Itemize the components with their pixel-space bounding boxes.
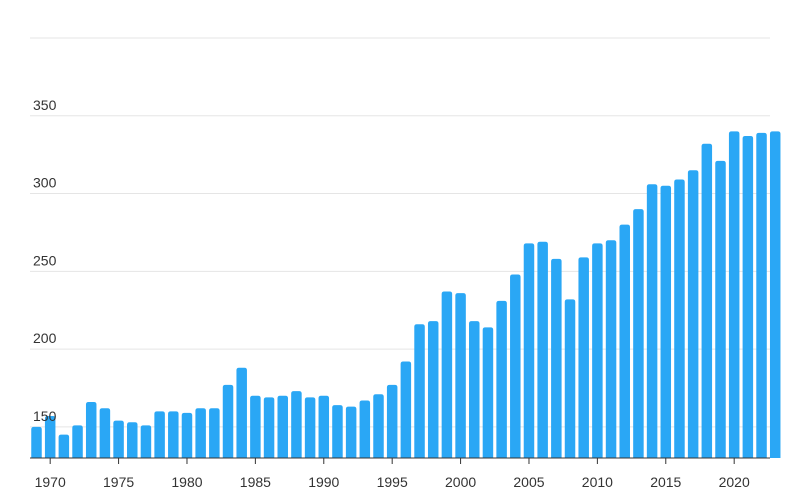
bar-2001 xyxy=(469,321,480,458)
bar-2004 xyxy=(510,274,521,458)
bar-2005 xyxy=(523,243,535,458)
bar-2012 xyxy=(619,224,630,458)
bar-1993 xyxy=(359,400,371,458)
bar-2013 xyxy=(633,209,644,458)
bar-1969 xyxy=(31,426,42,458)
bar-2003 xyxy=(496,300,507,458)
bar-1988 xyxy=(291,391,302,458)
gridlines xyxy=(30,37,770,428)
bar-2010 xyxy=(592,243,603,458)
x-tick-label-2000: 2000 xyxy=(445,474,476,490)
bar-1981 xyxy=(195,408,206,458)
y-tick-label-300: 300 xyxy=(33,175,57,191)
y-tick-label-150: 150 xyxy=(33,408,57,424)
bar-1982 xyxy=(209,408,220,458)
bar-2008 xyxy=(564,299,576,458)
bars xyxy=(31,131,781,459)
bar-1989 xyxy=(304,397,316,458)
bar-1972 xyxy=(72,425,83,458)
bar-1970 xyxy=(44,416,56,458)
bar-2018 xyxy=(701,143,713,458)
y-tick-label-350: 350 xyxy=(33,97,57,113)
x-tick-label-1985: 1985 xyxy=(240,474,271,490)
bar-1995 xyxy=(386,384,398,458)
bar-2014 xyxy=(646,184,658,458)
x-tick-label-1995: 1995 xyxy=(377,474,408,490)
bar-1998 xyxy=(427,321,439,458)
bar-1997 xyxy=(414,324,425,458)
x-axis-ticks: 1970 1975 1980 1985 1990 1995 2000 2005 2010 2015… xyxy=(35,458,750,490)
y-tick-label-200: 200 xyxy=(33,330,57,346)
x-tick-label-2005: 2005 xyxy=(513,474,544,490)
bar-2021 xyxy=(742,136,754,458)
bar-2009 xyxy=(578,257,589,458)
bar-1974 xyxy=(99,408,111,458)
bar-2023 xyxy=(769,131,781,459)
bar-2000 xyxy=(455,293,466,458)
x-tick-label-1975: 1975 xyxy=(103,474,134,490)
bar-1986 xyxy=(263,397,275,458)
bar-2017 xyxy=(687,170,699,458)
x-tick-label-2015: 2015 xyxy=(650,474,681,490)
bar-1978 xyxy=(154,411,165,458)
bar-1983 xyxy=(222,384,234,458)
bar-2006 xyxy=(537,241,548,458)
y-tick-label-250: 250 xyxy=(33,252,57,268)
bar-1984 xyxy=(236,367,247,458)
bar-1994 xyxy=(373,394,384,458)
bar-1996 xyxy=(400,361,412,458)
y-axis-labels: 150 200 250 300 350 xyxy=(33,97,57,424)
bar-1979 xyxy=(168,411,179,458)
bar-2022 xyxy=(756,132,767,458)
bar-2015 xyxy=(660,185,672,458)
x-tick-label-2010: 2010 xyxy=(582,474,613,490)
bar-1975 xyxy=(113,420,124,458)
bar-2011 xyxy=(605,240,617,458)
bar-1991 xyxy=(332,405,343,458)
bar-1999 xyxy=(441,291,453,458)
bar-1992 xyxy=(345,406,357,458)
x-tick-label-2020: 2020 xyxy=(719,474,750,490)
bar-2020 xyxy=(728,131,740,459)
bar-1990 xyxy=(318,395,330,458)
bar-2002 xyxy=(482,327,494,458)
bar-2019 xyxy=(715,160,726,458)
bar-1971 xyxy=(58,434,70,458)
bar-1987 xyxy=(277,395,288,458)
bar-1976 xyxy=(127,422,138,458)
bar-1985 xyxy=(250,395,261,458)
bar-1973 xyxy=(85,402,97,458)
bar-1980 xyxy=(181,412,193,458)
bar-2007 xyxy=(551,258,562,458)
bar-1977 xyxy=(140,425,152,458)
bar-2016 xyxy=(674,179,685,459)
x-tick-label-1990: 1990 xyxy=(308,474,339,490)
x-tick-label-1970: 1970 xyxy=(35,474,66,490)
x-tick-label-1980: 1980 xyxy=(171,474,202,490)
